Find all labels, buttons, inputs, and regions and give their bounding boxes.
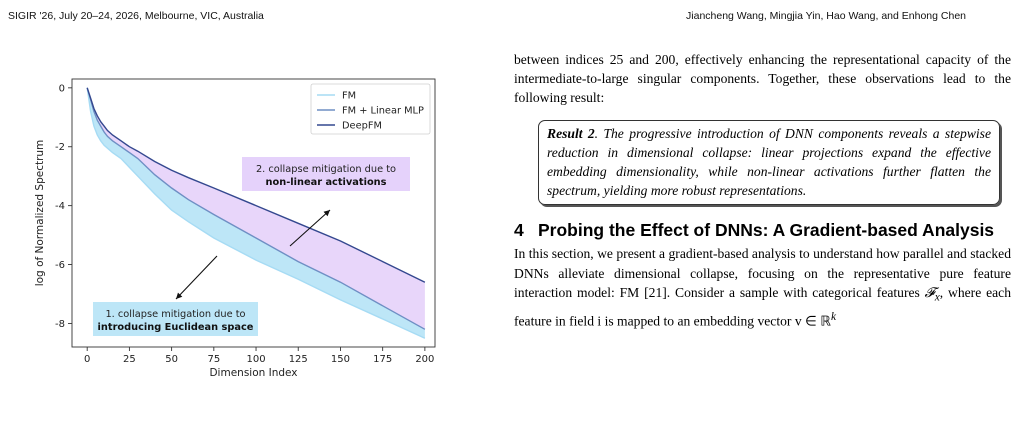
arrow-euclidean-shaft (175, 255, 218, 300)
running-head-left: SIGIR '26, July 20–24, 2026, Melbourne, … (8, 10, 264, 22)
section-title: Probing the Effect of DNNs: A Gradient-b… (538, 220, 995, 241)
y-tick-label: -2 (55, 142, 65, 153)
math-superscript-k: k (831, 310, 837, 323)
chart-axes: 0 25 50 75 100 125 150 175 200 0 -2 -4 -6 -8 (55, 78, 436, 365)
arrow-euclidean-head (176, 292, 183, 299)
annotation-box-nonlinear (242, 157, 410, 191)
result-body: . The progressive introduction of DNN co… (547, 125, 991, 199)
legend-label-0: FM (342, 91, 356, 102)
chart-lines (86, 87, 426, 339)
x-tick-label: 25 (123, 354, 136, 365)
section-body: In this section, we present a gradient-b… (514, 244, 1011, 330)
x-tick-label: 100 (246, 354, 265, 365)
y-tick-label: 0 (59, 83, 65, 94)
x-tick-label: 75 (207, 354, 220, 365)
x-axis-label: Dimension Index (209, 367, 297, 379)
section-body-text-2: , where each feature in field i is mappe… (514, 284, 1011, 329)
arrow-nonlinear-shaft (289, 209, 331, 247)
running-head-right: Jiancheng Wang, Mingjia Yin, Hao Wang, a… (686, 10, 966, 22)
x-tick-label: 50 (165, 354, 178, 365)
chart-legend: FM FM + Linear MLP DeepFM (310, 83, 431, 135)
section-number: 4 (514, 220, 524, 241)
spectrum-chart: 0 25 50 75 100 125 150 175 200 0 -2 -4 -6 -8 1. colla… (34, 78, 436, 379)
legend-box (310, 83, 431, 135)
chart-areas (87, 87, 425, 339)
math-member: ∈ ℝ (801, 313, 832, 329)
section-body-text-1: In this section, we present a gradient-b… (514, 246, 1011, 300)
area-nonlinear-mitigation (87, 87, 425, 330)
x-tick-label: 125 (289, 354, 308, 365)
x-tick-label: 175 (373, 354, 392, 365)
annotation-nonlinear-line2: non-linear activations (266, 177, 387, 188)
annotation-nonlinear-line1: 2. collapse mitigation due to (256, 164, 396, 175)
legend-label-1: FM + Linear MLP (342, 106, 424, 117)
result-box: Result 2. The progressive introduction o… (538, 119, 1000, 206)
y-tick-label: -8 (55, 319, 65, 330)
arrow-nonlinear-head (323, 210, 330, 217)
math-symbol-f: 𝓕 (924, 284, 935, 300)
series-line-0 (86, 87, 426, 339)
result-label: Result 2 (547, 125, 595, 141)
area-euclidean-mitigation (87, 87, 425, 339)
chart-annotations: 1. collapse mitigation due to introducing… (93, 157, 410, 336)
annotation-euclidean-line1: 1. collapse mitigation due to (105, 309, 245, 320)
series-line-2 (86, 87, 426, 283)
math-subscript-x: x (934, 291, 940, 304)
plot-frame (71, 78, 436, 348)
x-tick-label: 150 (331, 354, 350, 365)
y-tick-label: -6 (55, 260, 65, 271)
y-tick-label: -4 (55, 201, 65, 212)
annotation-euclidean-line2: introducing Euclidean space (98, 322, 254, 333)
legend-label-2: DeepFM (342, 121, 382, 132)
right-column: between indices 25 and 200, effectively … (514, 50, 1011, 330)
section-heading: 4 Probing the Effect of DNNs: A Gradient… (514, 219, 1011, 241)
annotation-box-euclidean (93, 302, 258, 336)
x-tick-label: 200 (415, 354, 434, 365)
body-paragraph: between indices 25 and 200, effectively … (514, 52, 1011, 106)
x-tick-label: 0 (84, 354, 90, 365)
y-axis-label: log of Normalized Spectrum (34, 140, 46, 287)
series-line-1 (86, 87, 426, 330)
